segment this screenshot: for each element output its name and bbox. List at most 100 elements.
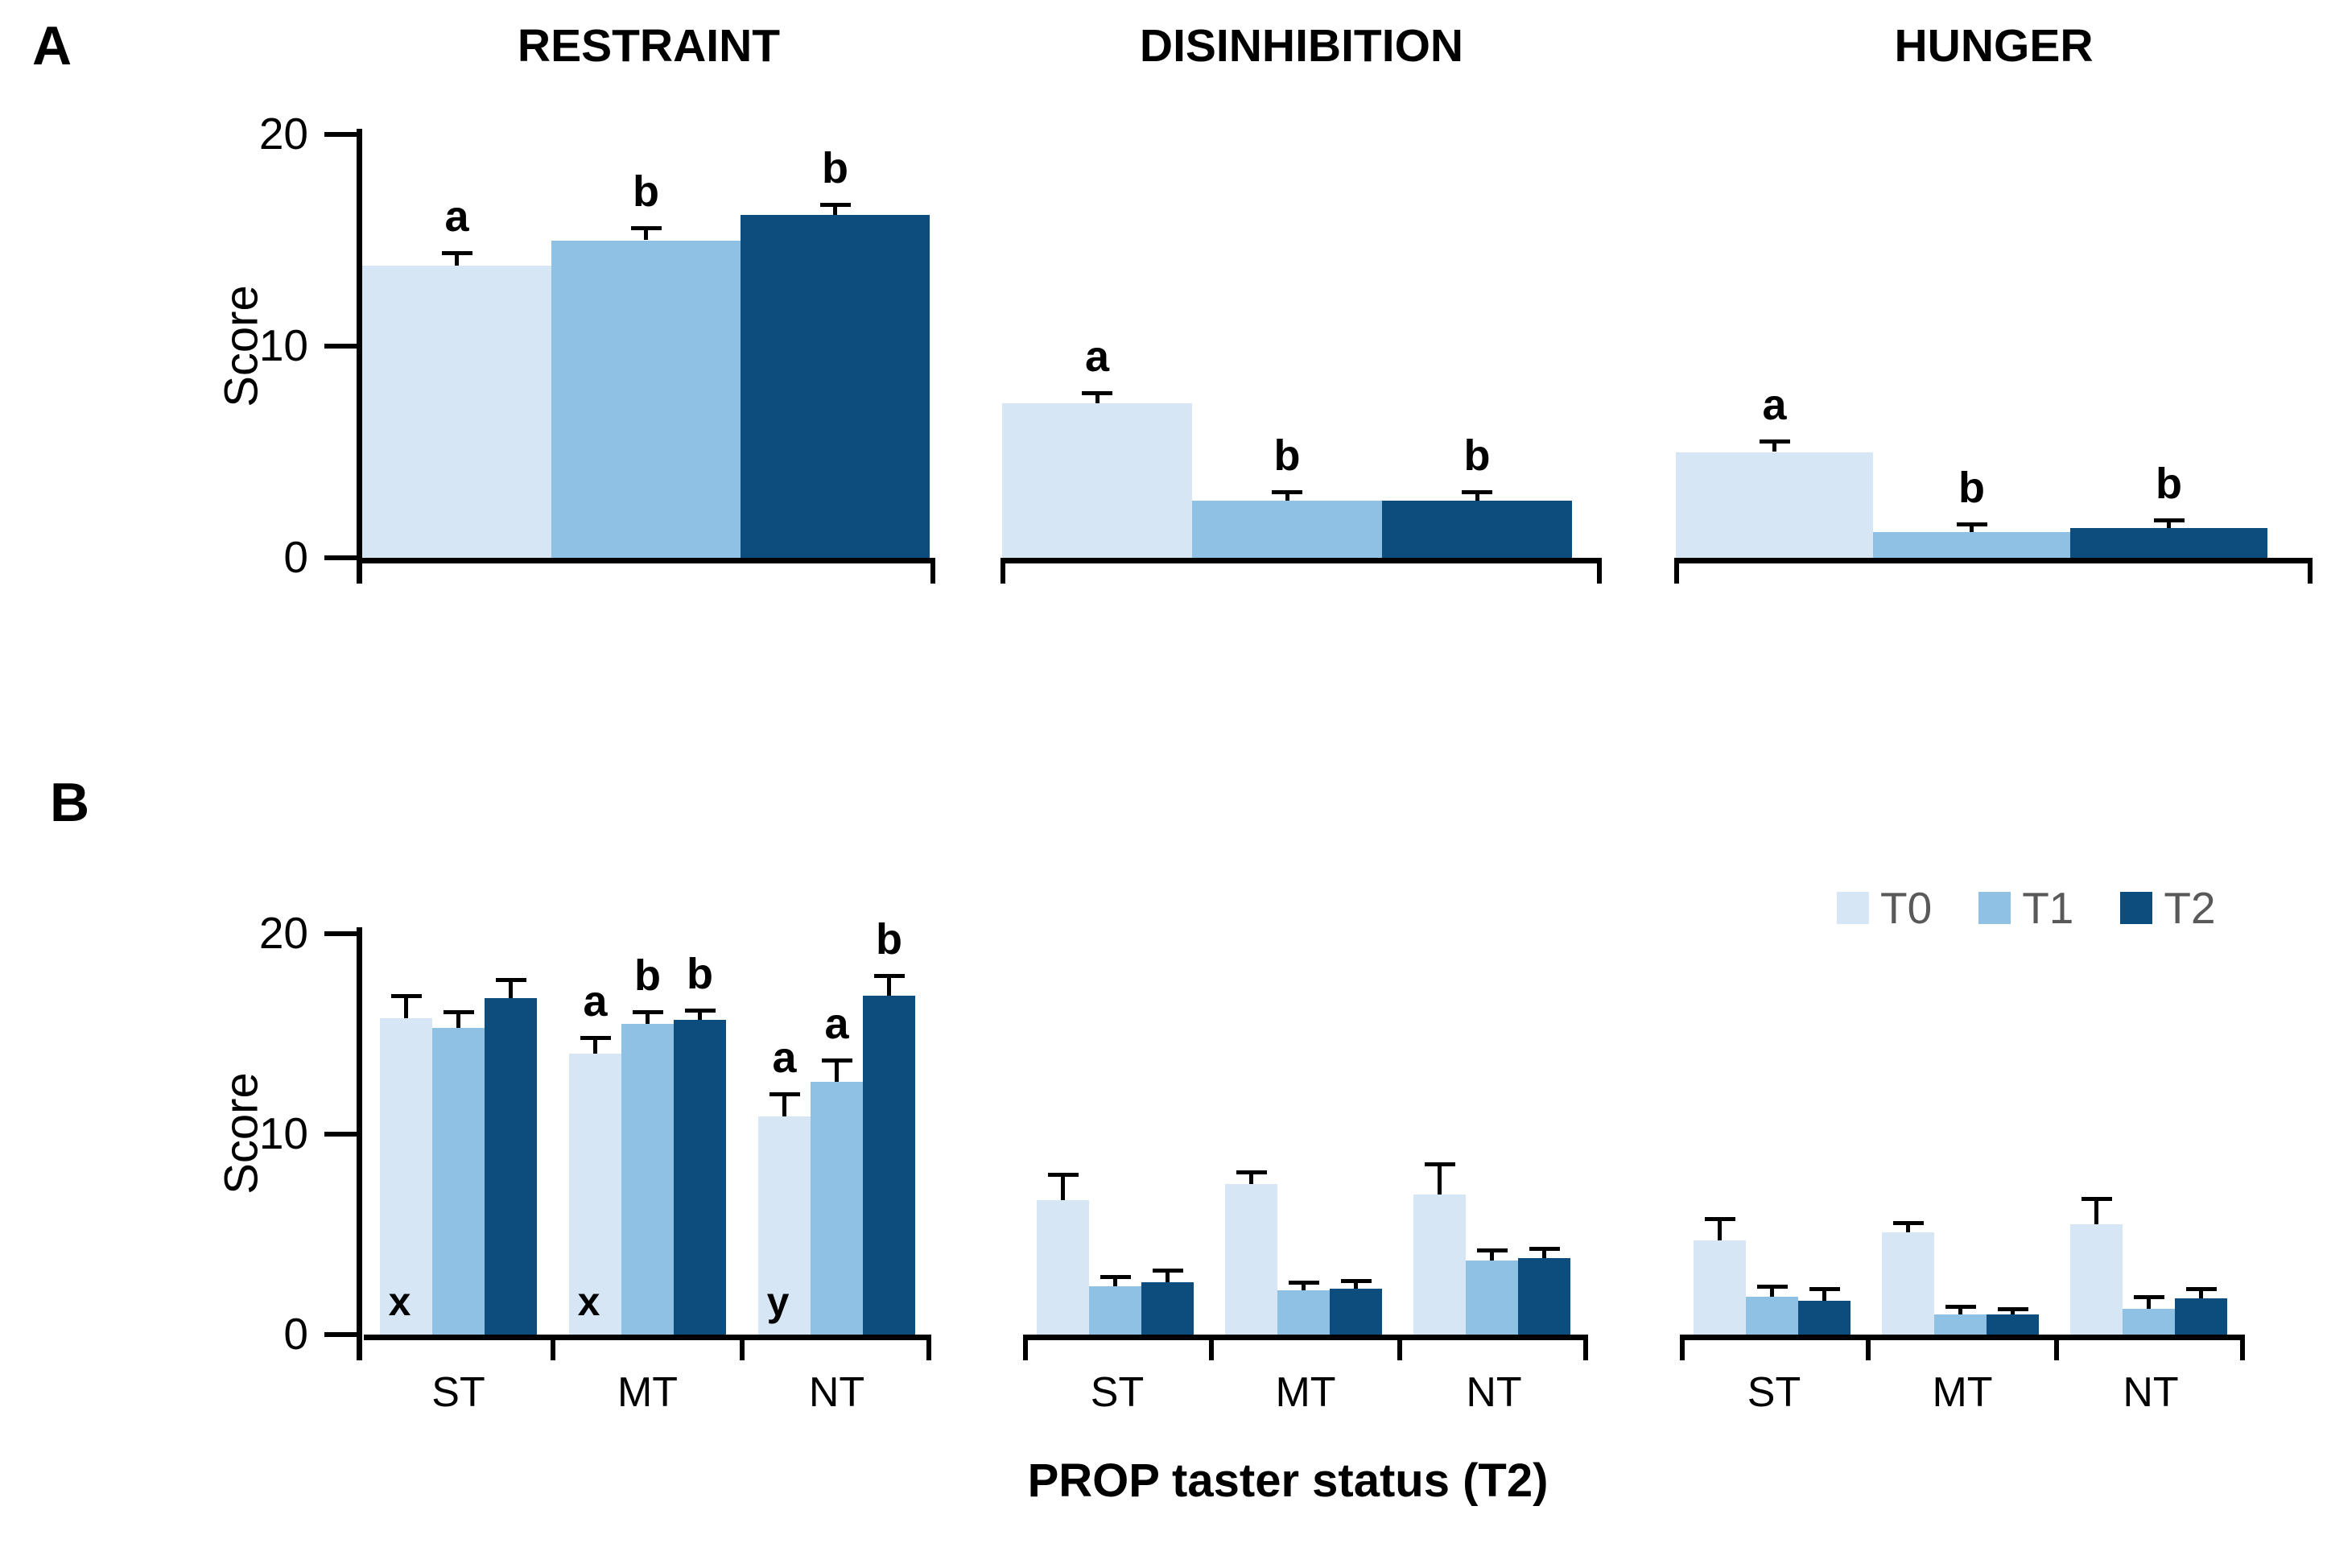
y-tick [324, 132, 357, 137]
group-separator [1397, 1335, 1402, 1360]
x-category-label: MT [617, 1369, 679, 1416]
sig-letter: a [772, 1034, 797, 1083]
x-axis-line [1023, 1335, 1588, 1340]
error-bar-cap [632, 1010, 663, 1015]
error-bar-stem [2147, 1296, 2151, 1309]
group-separator [2054, 1335, 2059, 1360]
bar-T2 [1798, 1300, 1850, 1335]
sig-letter: b [2156, 459, 2182, 508]
error-bar-stem [1113, 1276, 1117, 1287]
error-bar-stem [698, 1009, 702, 1021]
x-axis-title: PROP taster status (T2) [1027, 1455, 1549, 1507]
chart-title-hunger: HUNGER [1894, 20, 2094, 72]
x-category-label: MT [1932, 1369, 1993, 1416]
sig-letter: b [822, 143, 848, 192]
error-bar-cap [1047, 1172, 1079, 1177]
error-bar-stem [1095, 392, 1100, 403]
x-axis-line [1674, 558, 2313, 563]
bar-T2 [863, 996, 915, 1335]
legend-item-t2: T2 [2120, 882, 2216, 934]
error-bar-stem [2094, 1198, 2098, 1225]
sig-letter: b [1463, 431, 1491, 481]
sig-letter: b [1273, 431, 1301, 481]
legend-swatch-t0 [1837, 892, 1869, 924]
error-bar-cap [2185, 1286, 2217, 1291]
bar-T0 [1413, 1194, 1466, 1335]
x-category-label: NT [1466, 1369, 1522, 1416]
error-bar-stem [833, 204, 837, 215]
error-bar-stem [1438, 1164, 1442, 1195]
axis-hook [930, 558, 935, 584]
bar-T2 [741, 214, 930, 558]
axis-hook [1023, 1335, 1028, 1360]
legend: T0 T1 T2 [1837, 882, 2216, 934]
bar-T1 [811, 1082, 863, 1335]
bar-T0 [362, 266, 551, 558]
x-category-label: NT [2123, 1369, 2179, 1416]
x-category-label: ST [1747, 1369, 1801, 1416]
axis-hook [926, 1335, 931, 1360]
error-bar-stem [1970, 523, 1974, 533]
error-bar-cap [1892, 1220, 1924, 1225]
axis-hook [1680, 1335, 1685, 1360]
error-bar-stem [1772, 441, 1776, 452]
error-bar-cap [1809, 1286, 1840, 1291]
bar-T1 [1746, 1296, 1798, 1335]
y-tick [324, 555, 357, 560]
error-bar-cap [630, 225, 662, 230]
bar-T0 [1882, 1232, 1934, 1335]
error-bar-cap [1759, 439, 1790, 444]
y-tick [324, 1332, 357, 1337]
bar-T1 [1934, 1314, 1987, 1335]
error-bar-stem [455, 253, 459, 266]
bar-T2 [485, 997, 537, 1335]
axis-hook [1674, 558, 1679, 584]
error-bar-stem [1302, 1282, 1306, 1291]
error-bar-stem [456, 1012, 460, 1029]
bar-T0 [1002, 403, 1192, 558]
group-letter: y [766, 1279, 790, 1324]
error-bar-cap [443, 1010, 474, 1015]
error-bar-cap [1152, 1269, 1183, 1273]
group-letter: x [577, 1279, 600, 1324]
sig-letter: b [1958, 463, 1985, 512]
error-bar-stem [1770, 1286, 1774, 1297]
axis-hook [1583, 1335, 1588, 1360]
y-tick-label: 20 [258, 908, 308, 958]
bar-T0 [1676, 452, 1873, 558]
error-bar-cap [1082, 390, 1112, 395]
error-bar-stem [404, 996, 408, 1018]
sig-letter: a [1762, 381, 1787, 430]
bar-T2 [1330, 1288, 1382, 1335]
sig-letter: b [633, 167, 659, 216]
bar-T1 [1466, 1260, 1518, 1335]
y-tick [324, 1132, 357, 1137]
error-bar-stem [1906, 1222, 1910, 1232]
group-separator [740, 1335, 745, 1360]
error-bar-stem [2011, 1308, 2015, 1315]
axis-hook [2308, 558, 2313, 584]
legend-swatch-t1 [1978, 892, 2011, 924]
chart-title-restraint: RESTRAINT [517, 20, 781, 72]
group-separator [1866, 1335, 1871, 1360]
y-axis-line [357, 129, 362, 584]
error-bar-cap [495, 978, 526, 983]
x-category-label: MT [1275, 1369, 1336, 1416]
error-bar-cap [1529, 1246, 1560, 1251]
error-bar-cap [441, 251, 472, 256]
bar-T0 [380, 1017, 432, 1335]
y-tick-label: 0 [283, 1309, 308, 1359]
error-bar-stem [1490, 1250, 1494, 1261]
error-bar-cap [390, 994, 422, 999]
error-bar-cap [1476, 1248, 1508, 1253]
bar-T2 [2175, 1298, 2227, 1335]
sig-letter: a [583, 977, 608, 1026]
group-separator [551, 1335, 555, 1360]
error-bar-stem [509, 980, 513, 998]
legend-item-t1: T1 [1978, 882, 2073, 934]
x-category-label: ST [431, 1369, 485, 1416]
y-tick-label: 10 [258, 1108, 308, 1158]
error-bar-cap [1288, 1281, 1319, 1285]
error-bar-stem [1249, 1172, 1253, 1185]
bar-T0 [1694, 1240, 1746, 1335]
